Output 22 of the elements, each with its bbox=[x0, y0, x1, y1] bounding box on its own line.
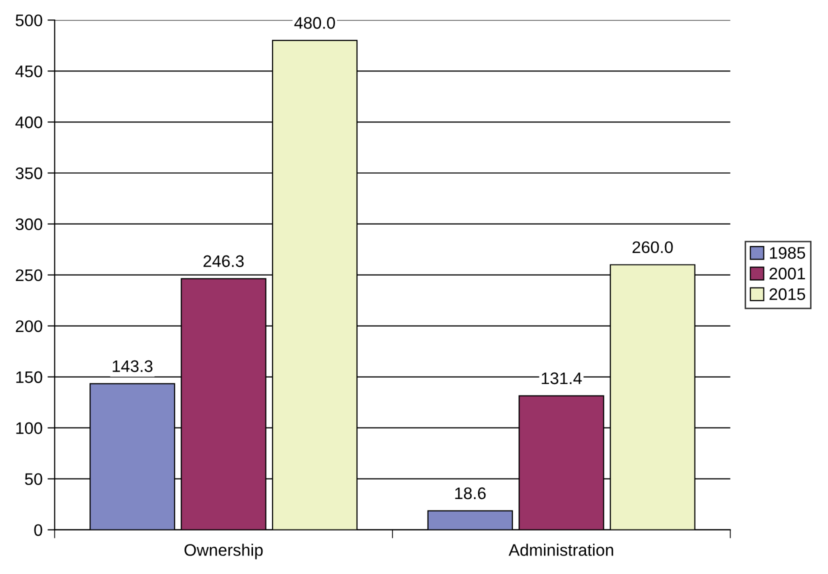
y-tick-label: 0 bbox=[34, 524, 42, 536]
data-label: 480.0 bbox=[294, 17, 335, 29]
y-tick-label: 350 bbox=[16, 167, 42, 180]
data-label: 143.3 bbox=[112, 360, 152, 372]
legend-label: 2015 bbox=[770, 288, 806, 300]
data-label: 246.3 bbox=[204, 255, 244, 268]
y-tick-label: 200 bbox=[16, 320, 42, 332]
y-tick-label: 400 bbox=[15, 116, 42, 128]
data-label: 131.4 bbox=[542, 372, 582, 384]
y-tick-label: 150 bbox=[16, 371, 42, 384]
y-tick-label: 450 bbox=[15, 65, 42, 78]
x-tick-label: Ownership bbox=[184, 544, 263, 560]
y-tick-label: 300 bbox=[16, 218, 42, 230]
y-tick-label: 250 bbox=[16, 269, 42, 282]
y-tick-label: 50 bbox=[24, 473, 42, 486]
y-tick-label: 100 bbox=[16, 422, 42, 434]
legend-label: 1985 bbox=[770, 247, 806, 259]
legend-label: 2001 bbox=[770, 268, 805, 280]
data-label: 260.0 bbox=[632, 241, 673, 254]
x-tick-label: Administration bbox=[508, 544, 614, 556]
data-label: 18.6 bbox=[455, 487, 486, 500]
y-tick-label: 500 bbox=[16, 14, 42, 26]
